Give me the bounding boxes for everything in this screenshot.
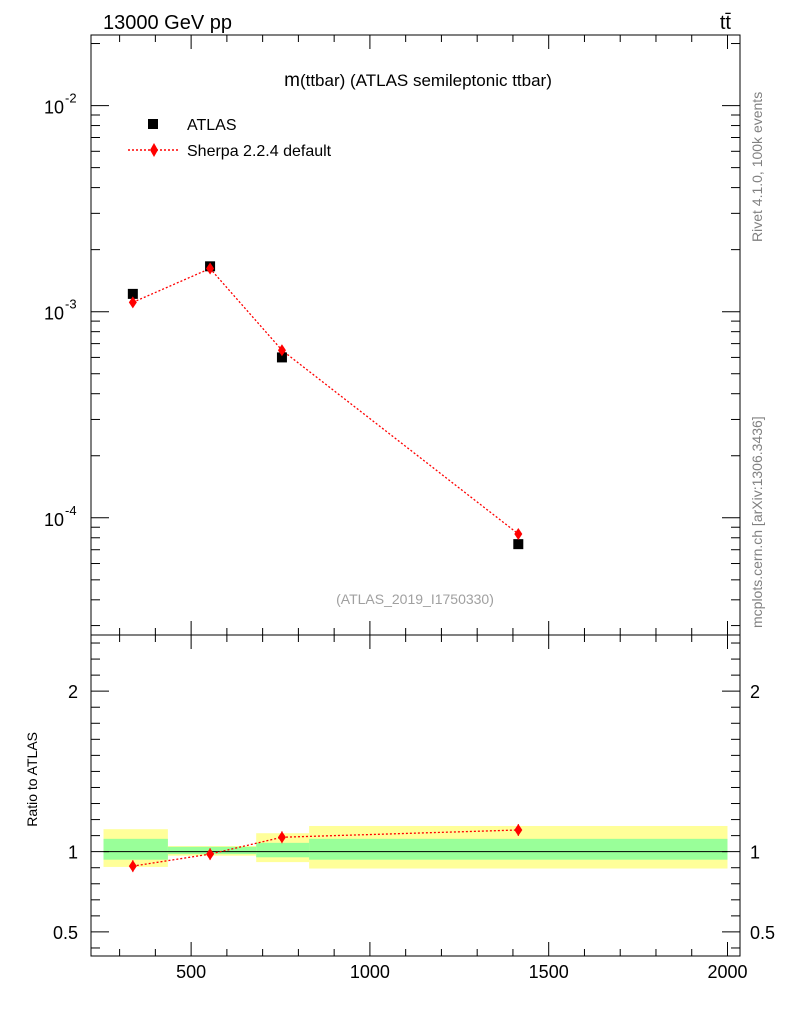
chart-title-prefix: m [284, 70, 300, 91]
mcplots-label: mcplots.cern.ch [arXiv:1306.3436] [749, 416, 765, 628]
energy-label: 13000 GeV pp [103, 12, 232, 34]
ratio-sherpa-point [128, 860, 137, 873]
y-tick-label: 10 [44, 98, 64, 118]
y-tick-exponent: -4 [65, 503, 77, 518]
ratio-ylabel: Ratio to ATLAS [24, 732, 40, 827]
ratio-y-tick-label: 1 [68, 843, 78, 863]
stat-uncertainty-band [167, 846, 257, 855]
ratio-y-tick-label: 0.5 [53, 923, 78, 943]
rivet-version-label: Rivet 4.1.0, 100k events [749, 92, 765, 242]
legend-marker-sherpa [150, 143, 158, 157]
atlas-point [127, 288, 138, 299]
sherpa-point [206, 262, 215, 275]
legend-label-atlas: ATLAS [187, 117, 237, 134]
legend-label-sherpa: Sherpa 2.2.4 default [187, 143, 332, 160]
x-tick-label: 1000 [350, 962, 390, 982]
legend: ATLAS Sherpa 2.2.4 default [128, 117, 332, 160]
ratio-y-tick-label-right: 2 [750, 682, 760, 702]
legend-marker-atlas [148, 119, 158, 129]
ratio-y-tick-label-right: 0.5 [750, 923, 775, 943]
y-tick-label: 10 [44, 510, 64, 530]
ratio-frame [90, 634, 741, 957]
ratio-sherpa-point [277, 831, 286, 844]
sherpa-point [277, 344, 286, 357]
stat-uncertainty-band [103, 838, 168, 860]
y-tick-label: 10 [44, 304, 64, 324]
chart-title: m(ttbar) (ATLAS semileptonic ttbar) [284, 70, 552, 91]
chart-title-rest: (ttbar) (ATLAS semileptonic ttbar) [300, 71, 552, 90]
x-tick-label: 2000 [707, 962, 747, 982]
sherpa-point [128, 296, 137, 309]
atlas-point [276, 352, 287, 363]
ratio-y-tick-label: 2 [68, 682, 78, 702]
y-tick-exponent: -2 [65, 91, 77, 106]
atlas-point [513, 539, 524, 550]
ratio-sherpa-point [514, 824, 523, 837]
stat-uncertainty-band [256, 842, 310, 858]
main-panel: m(ttbar) (ATLAS semileptonic ttbar) (ATL… [44, 34, 741, 636]
analysis-watermark: (ATLAS_2019_I1750330) [336, 591, 494, 607]
sherpa-point [514, 527, 523, 540]
y-tick-exponent: -3 [65, 297, 77, 312]
x-tick-label: 1500 [529, 962, 569, 982]
ratio-y-tick-label-right: 1 [750, 843, 760, 863]
ratio-sherpa-point [206, 848, 215, 861]
stat-uncertainty-band [309, 838, 728, 860]
x-tick-label: 500 [176, 962, 206, 982]
sherpa-line [132, 267, 519, 535]
process-label: tt̄ [720, 12, 732, 34]
